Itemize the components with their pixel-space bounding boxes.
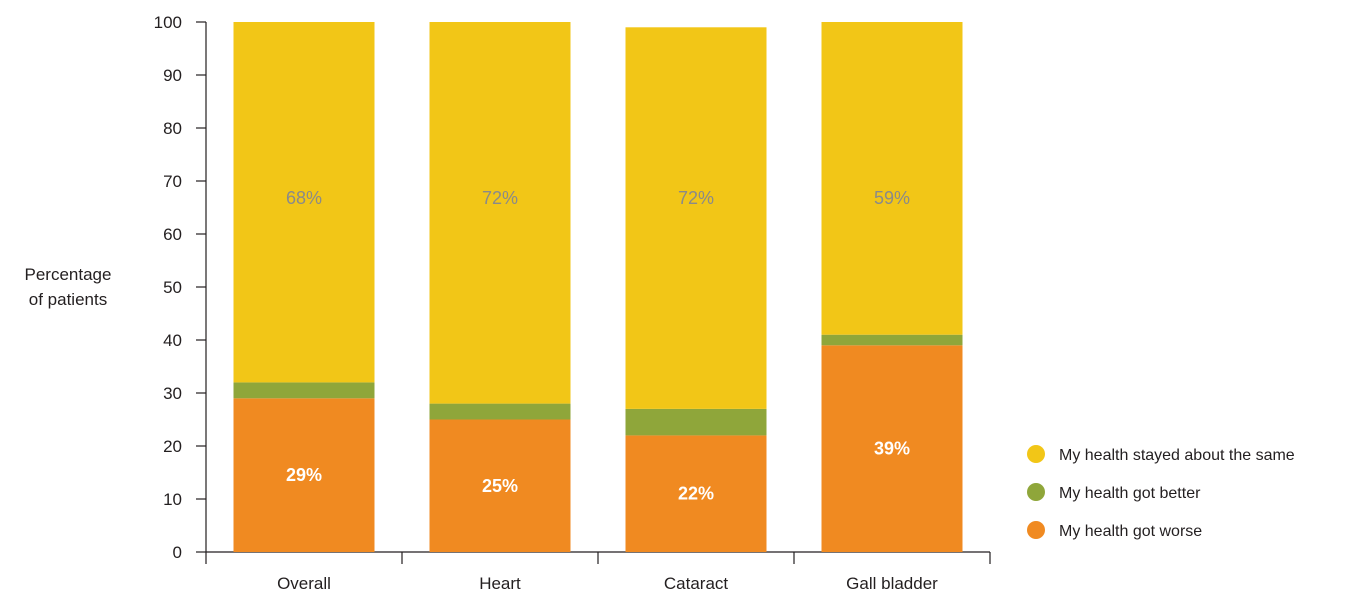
data-label: 39% (874, 439, 910, 459)
data-label: 72% (482, 188, 518, 208)
bar-segment (821, 22, 963, 335)
y-axis: 0 10 20 30 40 50 60 70 80 90 100 (154, 13, 207, 562)
y-tick-label: 20 (163, 437, 182, 456)
data-label: 22% (678, 484, 714, 504)
y-tick-label: 70 (163, 172, 182, 191)
data-label: 25% (482, 476, 518, 496)
y-tick-label: 30 (163, 384, 182, 403)
bar-segment (429, 419, 571, 552)
y-tick-label: 50 (163, 278, 182, 297)
bar-segment (233, 22, 375, 383)
legend-label: My health stayed about the same (1059, 447, 1295, 464)
bar-segment (429, 403, 571, 420)
data-label: 59% (874, 188, 910, 208)
y-tick-label: 60 (163, 225, 182, 244)
x-tick-label: Heart (479, 574, 521, 593)
y-tick-label: 100 (154, 13, 182, 32)
legend-label: My health got worse (1059, 523, 1202, 540)
legend-marker (1027, 445, 1045, 463)
data-label: 29% (286, 465, 322, 485)
bar-segment (233, 382, 375, 399)
legend-marker (1027, 483, 1045, 501)
x-tick-label: Overall (277, 574, 331, 593)
y-tick-label: 80 (163, 119, 182, 138)
y-tick-label: 0 (173, 543, 182, 562)
y-axis-title-line-1: Percentage (25, 265, 112, 284)
x-tick-label: Cataract (664, 574, 729, 593)
data-label: 68% (286, 188, 322, 208)
x-tick-label: Gall bladder (846, 574, 938, 593)
y-tick-label: 90 (163, 66, 182, 85)
bar-segment (821, 345, 963, 552)
bar-segment (821, 334, 963, 346)
x-axis: Overall Heart Cataract Gall bladder (205, 551, 991, 593)
bars: 29% 68% 25% 72% 22% 72% 39% 59% (233, 22, 963, 552)
y-tick-label: 40 (163, 331, 182, 350)
legend: My health stayed about the same My health… (1027, 445, 1295, 540)
bar-segment (625, 27, 767, 409)
data-label: 72% (678, 188, 714, 208)
legend-marker (1027, 521, 1045, 539)
bar-segment (625, 408, 767, 436)
y-tick-label: 10 (163, 490, 182, 509)
bar-segment (625, 435, 767, 552)
legend-label: My health got better (1059, 485, 1201, 502)
y-axis-title: Percentage of patients (25, 265, 112, 309)
bar-segment (233, 398, 375, 552)
y-axis-title-line-2: of patients (29, 290, 107, 309)
bar-segment (429, 22, 571, 404)
